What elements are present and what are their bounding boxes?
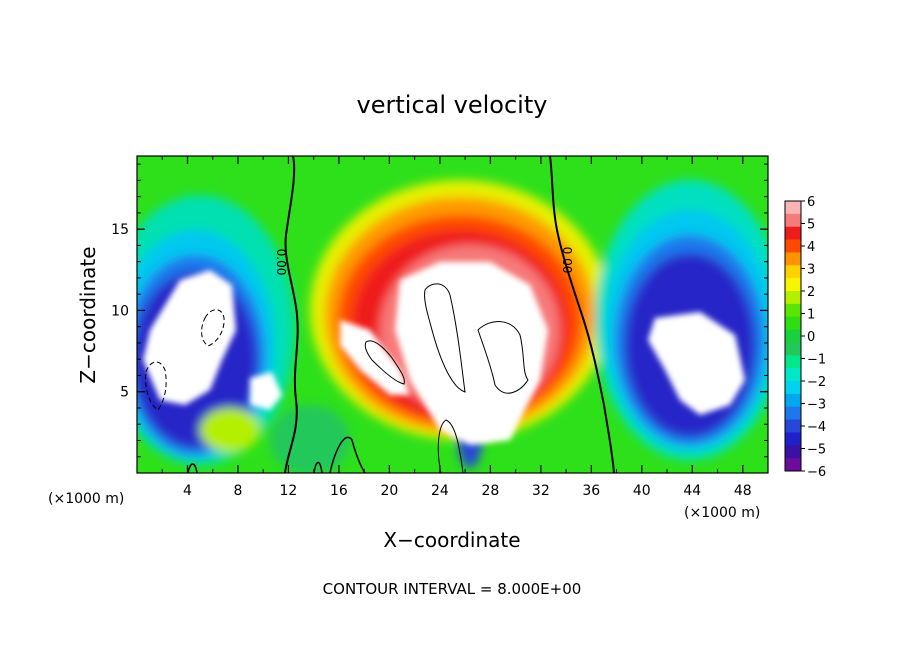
- colorbar-tick-label: −6: [807, 465, 826, 480]
- colorbar-tick-label: 4: [807, 240, 815, 255]
- colorbar-swatch: [785, 458, 801, 472]
- colorbar-swatch: [785, 393, 801, 408]
- heatmap-field: [137, 156, 768, 473]
- x-axis-ticks: 4 8 12 16 20 24 28 32 36 40 44 48: [161, 156, 752, 499]
- zero-contour-left: [284, 156, 299, 473]
- zero-contour-right: [549, 156, 615, 473]
- contour-label-right: 0.00: [560, 247, 574, 274]
- colorbar-tick-label: 6: [807, 195, 815, 210]
- colorbar-swatch: [785, 406, 801, 421]
- y-tick-label: 15: [111, 222, 129, 238]
- x-tick-label: 40: [633, 483, 651, 499]
- x-unit-right: (×1000 m): [684, 505, 760, 521]
- colorbar-swatch: [785, 381, 801, 395]
- x-tick-label: 20: [380, 483, 398, 499]
- colorbar-tick-label: −5: [807, 443, 826, 458]
- colorbar-swatch: [785, 278, 801, 292]
- x-unit-left: (×1000 m): [48, 491, 124, 507]
- y-axis-label: Z−coordinate: [76, 246, 100, 383]
- plot-frame: [136, 155, 769, 474]
- colorbar-swatch: [785, 213, 801, 228]
- colorbar-swatch: [785, 303, 801, 318]
- colorbar-tick-label: −4: [807, 420, 826, 435]
- colorbar-tick-label: −2: [807, 375, 826, 390]
- chart-title: vertical velocity: [357, 91, 548, 119]
- colorbar-swatch: [785, 252, 801, 266]
- colorbar-swatch: [785, 432, 801, 446]
- colorbar-swatch: [785, 329, 801, 343]
- colorbar-swatch: [785, 355, 801, 369]
- x-axis-label: X−coordinate: [383, 528, 520, 552]
- colorbar: [784, 200, 802, 472]
- colorbar-swatch: [785, 226, 801, 241]
- colorbar-tick-label: 2: [807, 285, 815, 300]
- colorbar-tick-labels: 6 5 4 3 2 1 0 −1 −2 −3 −4 −5 −6: [801, 195, 826, 480]
- colorbar-swatch: [785, 368, 801, 382]
- colorbar-swatch: [785, 291, 801, 305]
- colorbar-tick-label: −3: [807, 398, 826, 413]
- colorbar-tick-label: 0: [807, 330, 815, 345]
- y-axis-ticks: 5 10 15: [111, 163, 768, 458]
- colorbar-swatch: [785, 445, 801, 459]
- x-tick-label: 12: [280, 483, 298, 499]
- x-tick-label: 32: [532, 483, 550, 499]
- x-tick-label: 24: [431, 483, 449, 499]
- colorbar-swatch: [785, 265, 801, 279]
- colorbar-tick-label: −1: [807, 353, 826, 368]
- contour-label-left: 0.00: [274, 249, 288, 276]
- contour-lines: [145, 156, 615, 473]
- contour-interval-note: CONTOUR INTERVAL = 8.000E+00: [323, 580, 582, 598]
- x-tick-label: 28: [481, 483, 499, 499]
- x-tick-label: 16: [330, 483, 348, 499]
- colorbar-swatch: [785, 201, 801, 215]
- x-tick-label: 48: [734, 483, 752, 499]
- colorbar-tick-label: 3: [807, 263, 815, 278]
- x-tick-label: 8: [233, 483, 242, 499]
- colorbar-swatch: [785, 419, 801, 433]
- x-tick-label: 44: [683, 483, 701, 499]
- x-tick-label: 36: [582, 483, 600, 499]
- colorbar-swatch: [785, 342, 801, 356]
- colorbar-tick-label: 5: [807, 218, 815, 233]
- colorbar-swatch: [785, 239, 801, 253]
- y-tick-label: 10: [111, 303, 129, 319]
- y-tick-label: 5: [120, 385, 129, 401]
- x-tick-label: 4: [183, 483, 192, 499]
- colorbar-swatch: [785, 316, 801, 331]
- colorbar-tick-label: 1: [807, 308, 815, 323]
